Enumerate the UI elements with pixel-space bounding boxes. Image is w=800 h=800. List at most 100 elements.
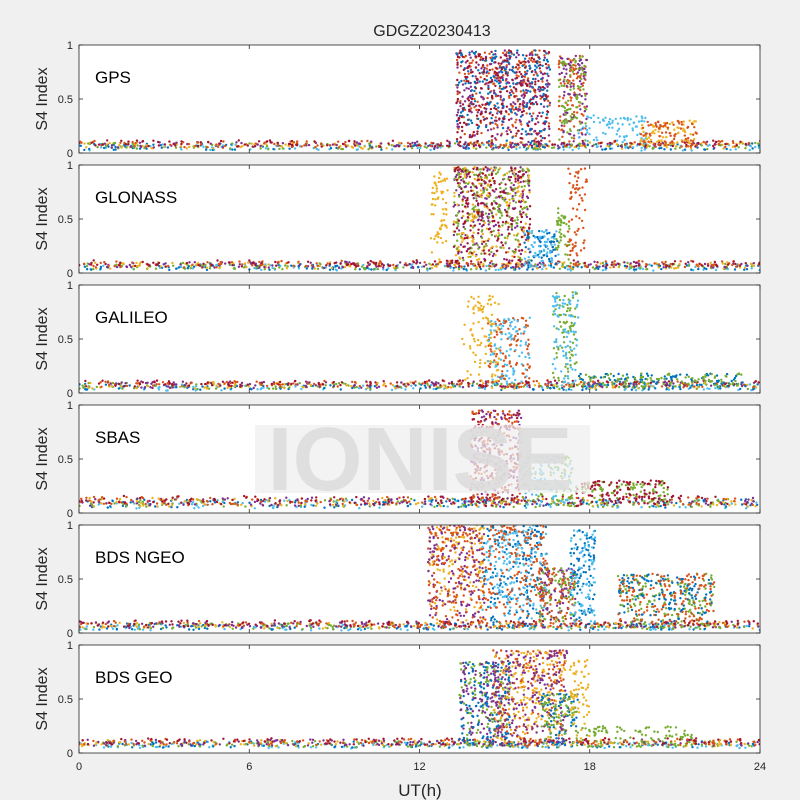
data-point [484, 345, 487, 348]
data-point [484, 242, 488, 246]
data-point [565, 108, 569, 112]
data-point [541, 80, 544, 83]
data-point [679, 260, 682, 263]
data-point [110, 144, 114, 147]
data-point [539, 142, 542, 146]
data-point [585, 92, 588, 96]
data-point [596, 379, 600, 382]
axes-background [79, 45, 760, 153]
data-point [524, 170, 528, 174]
data-point [472, 297, 475, 300]
data-point [159, 265, 162, 268]
data-point [461, 337, 464, 341]
data-point [322, 144, 325, 147]
data-point [459, 172, 463, 176]
data-point [647, 136, 651, 139]
data-point [476, 210, 479, 214]
data-point [395, 381, 399, 384]
data-point [505, 105, 509, 108]
data-point [288, 386, 291, 389]
data-point [545, 83, 548, 86]
data-point [459, 175, 462, 179]
data-point [474, 50, 478, 54]
data-point [539, 63, 542, 67]
data-point [491, 113, 494, 117]
data-point [470, 219, 473, 222]
data-point [583, 144, 587, 148]
data-point [525, 205, 529, 209]
data-point [320, 145, 323, 148]
data-point [580, 62, 584, 65]
data-point [541, 268, 544, 271]
data-point [487, 298, 491, 302]
data-point [672, 123, 675, 127]
data-point [617, 265, 620, 268]
data-point [344, 260, 347, 263]
data-point [569, 191, 573, 195]
data-point [508, 68, 511, 72]
data-point [494, 254, 497, 257]
data-point [474, 353, 477, 357]
data-point [576, 129, 580, 132]
data-point [563, 90, 566, 94]
data-point [468, 133, 472, 137]
data-point [585, 128, 589, 132]
data-point [494, 172, 498, 176]
data-point [460, 61, 463, 64]
data-point [515, 107, 518, 111]
data-point [436, 241, 439, 244]
data-point [644, 144, 647, 147]
data-point [558, 146, 561, 149]
data-point [525, 105, 528, 109]
data-point [570, 112, 574, 116]
data-point [379, 261, 383, 264]
data-point [171, 386, 174, 389]
data-point [467, 87, 470, 91]
data-point [505, 220, 508, 223]
data-point [663, 148, 666, 151]
data-point [248, 259, 251, 262]
data-point [231, 142, 234, 145]
data-point [528, 189, 531, 192]
data-point [452, 220, 456, 223]
data-point [235, 141, 238, 144]
data-point [576, 208, 579, 211]
data-point [569, 61, 572, 64]
data-point [478, 384, 481, 387]
data-point [477, 261, 480, 264]
data-point [511, 65, 514, 69]
data-point [495, 80, 499, 83]
data-point [482, 70, 486, 74]
data-point [424, 381, 427, 385]
data-point [511, 123, 514, 127]
data-point [563, 217, 566, 220]
data-point [557, 253, 560, 256]
data-point [473, 214, 477, 217]
data-point [121, 145, 124, 148]
data-point [495, 234, 498, 237]
data-point [328, 263, 332, 266]
data-point [492, 53, 495, 56]
data-point [545, 113, 549, 116]
data-point [525, 143, 529, 146]
data-point [457, 245, 460, 249]
data-point [482, 143, 485, 146]
data-point [104, 262, 107, 266]
data-point [482, 265, 485, 268]
data-point [512, 82, 515, 85]
data-point [458, 81, 461, 84]
data-point [745, 268, 749, 271]
data-point [146, 267, 149, 270]
data-point [489, 76, 493, 80]
data-point [684, 262, 687, 265]
data-point [519, 175, 523, 179]
data-point [106, 380, 110, 383]
data-point [579, 249, 583, 252]
data-point [524, 82, 528, 85]
data-point [502, 246, 505, 250]
data-point [520, 213, 523, 216]
data-point [678, 146, 682, 149]
data-point [615, 139, 619, 142]
data-point [461, 386, 465, 389]
data-point [507, 113, 510, 116]
